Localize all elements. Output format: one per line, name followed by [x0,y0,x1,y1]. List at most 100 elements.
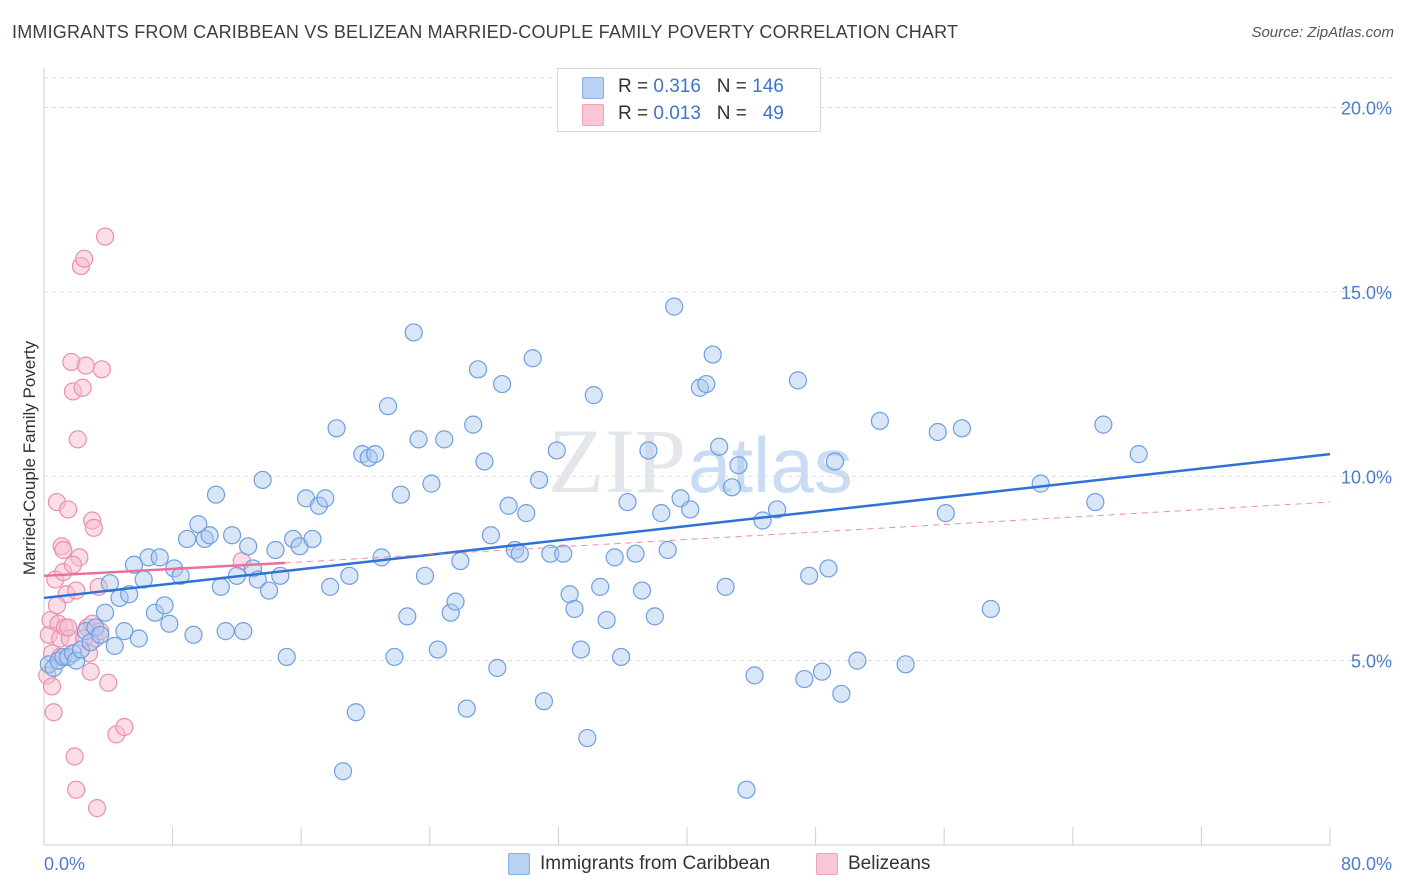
caribbean-point [481,526,500,545]
legend-n-label: N = [716,76,747,97]
caribbean-trend-line [43,452,1331,600]
y-axis-label: Married-Couple Family Poverty [20,340,39,575]
caribbean-point [788,371,808,390]
caribbean-point [729,456,748,475]
belizeans-point [75,249,94,268]
belizeans-point [44,703,63,722]
legend-r-value-belizeans: 0.013 [653,103,701,124]
caribbean-point [216,622,235,641]
caribbean-point [530,470,549,490]
caribbean-point [710,437,729,456]
caribbean-point [200,526,219,545]
caribbean-point [928,422,947,442]
belizeans-point [95,227,115,246]
caribbean-point [645,607,664,626]
caribbean-point [105,636,124,655]
caribbean-point [206,485,226,504]
caribbean-point [703,345,722,364]
caribbean-point [475,452,494,471]
legend-belizeans-text: R = 0.013 N = 49 [618,103,784,125]
caribbean-point [71,640,91,659]
caribbean-point [1086,492,1105,512]
caribbean-point [488,658,507,678]
legend-caribbean-text: R = 0.316 N = 146 [618,76,784,98]
caribbean-point [611,647,631,667]
belizeans-point [76,356,95,375]
caribbean-point [819,559,838,578]
belizeans-point [99,673,118,692]
belizeans-point [59,618,78,637]
caribbean-point [404,323,423,342]
caribbean-point [428,640,447,659]
caribbean-point [547,441,566,460]
caribbean-point [378,397,398,416]
caribbean-point [309,496,328,515]
caribbean-point [366,445,385,464]
legend-n-label: N = [716,103,747,124]
bottom-legend-swatch-belizeans [816,853,838,875]
caribbean-point [626,544,645,563]
caribbean-point [1129,445,1148,464]
belizeans-point [47,596,66,615]
caribbean-point [952,419,971,438]
caribbean-point [385,647,404,667]
caribbean-point [239,537,258,556]
caribbean-point [468,360,488,379]
caribbean-point [259,581,279,600]
caribbean-point [91,625,110,644]
legend-r-value-caribbean: 0.316 [653,76,701,97]
caribbean-point [346,703,365,722]
caribbean-point [1031,474,1050,493]
trend-layer [43,452,1331,600]
caribbean-point [523,349,542,368]
caribbean-point [150,548,169,567]
caribbean-point [745,666,764,685]
caribbean-point [234,622,253,641]
correlation-legend: R = 0.316 N = 146 R = 0.013 N = 49 [557,68,821,132]
caribbean-point [316,489,335,508]
caribbean-point [464,415,483,434]
caribbean-point [398,607,417,626]
caribbean-point [253,470,272,490]
belizeans-point [92,360,111,379]
belizeans-point [84,518,103,537]
bottom-legend-label-caribbean: Immigrants from Caribbean [540,853,771,874]
legend-n-value-belizeans: 49 [762,103,784,124]
caribbean-point [510,544,529,563]
caribbean-point [812,662,832,681]
caribbean-point [277,647,296,667]
caribbean-point [697,374,716,394]
legend-n-value-caribbean: 146 [752,76,784,97]
caribbean-point [333,762,353,781]
caribbean-points [39,297,1148,799]
belizeans-point [67,780,86,799]
belizeans-point [68,430,87,449]
caribbean-point [565,599,584,619]
caribbean-point [618,492,637,512]
caribbean-point [652,504,671,523]
y-tick-label: 5.0% [1351,652,1392,672]
caribbean-point [681,500,700,519]
caribbean-point [825,452,844,471]
caribbean-point [266,540,285,560]
caribbean-point [1094,415,1113,434]
caribbean-point [415,566,435,585]
caribbean-point [716,577,735,596]
caribbean-point [115,622,134,641]
caribbean-point [848,651,867,670]
caribbean-point [605,548,624,567]
watermark-atlas: atlas [688,421,853,509]
caribbean-point [340,566,359,585]
caribbean-point [591,577,610,596]
caribbean-point [832,684,851,703]
caribbean-point [571,640,591,659]
bottom-legend-swatch-caribbean [508,853,530,875]
caribbean-point [584,386,603,405]
caribbean-point [639,441,658,460]
caribbean-point [129,629,148,648]
belizeans-trend-extension [285,501,1331,564]
belizeans-point [87,799,107,818]
caribbean-point [409,430,428,449]
caribbean-point [597,610,616,630]
caribbean-point [800,566,819,585]
